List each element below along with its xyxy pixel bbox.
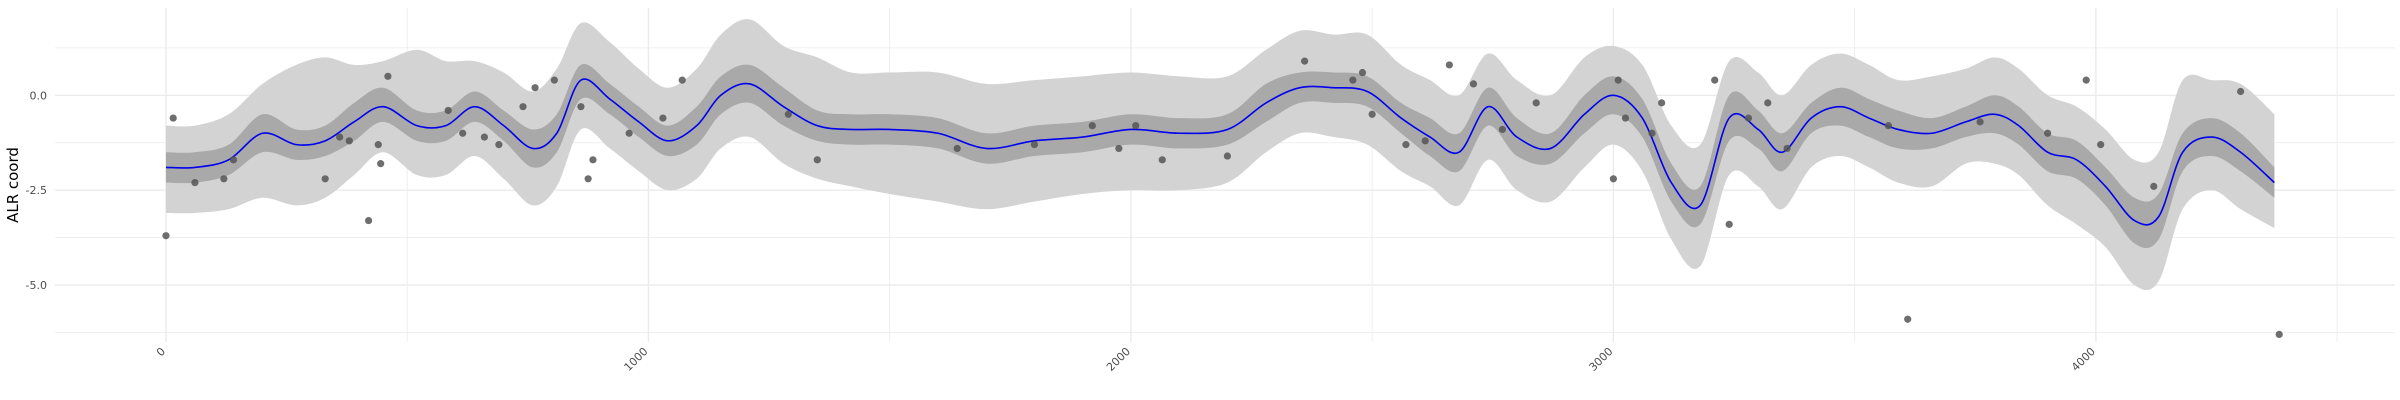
observed-points: [162, 57, 2283, 339]
data-point: [321, 175, 329, 183]
y-tick-label: -2.5: [26, 184, 47, 197]
data-point: [1904, 315, 1912, 323]
fit-line: [165, 78, 2275, 226]
data-point: [2097, 141, 2105, 149]
data-point: [1884, 122, 1893, 130]
data-point: [1744, 114, 1753, 122]
data-point: [1532, 99, 1540, 107]
data-point: [577, 103, 585, 111]
data-point: [1115, 144, 1123, 153]
data-point: [2150, 182, 2158, 190]
data-point: [2275, 330, 2283, 339]
data-point: [1764, 99, 1772, 107]
data-point: [1976, 118, 1984, 126]
data-point: [1358, 68, 1367, 77]
data-point: [1088, 122, 1096, 130]
data-point: [336, 133, 344, 141]
data-point: [813, 156, 821, 164]
data-point: [2082, 76, 2090, 84]
data-point: [1621, 114, 1630, 122]
data-point: [519, 103, 527, 111]
data-point: [1658, 99, 1666, 107]
y-axis-label: ALR coord: [4, 147, 22, 223]
data-point: [1301, 57, 1309, 65]
data-point: [550, 76, 558, 84]
data-point: [1368, 110, 1376, 118]
data-point: [1158, 156, 1166, 164]
data-point: [1648, 129, 1656, 137]
ribbon-inner: [165, 64, 2275, 249]
ribbon-outer: [165, 19, 2275, 291]
data-point: [1469, 80, 1478, 88]
ribbons: [165, 19, 2275, 291]
data-point: [191, 178, 199, 187]
data-point: [345, 137, 353, 145]
data-point: [659, 114, 667, 122]
data-point: [365, 216, 373, 225]
data-point: [1223, 152, 1232, 160]
data-point: [625, 129, 633, 137]
data-point: [589, 156, 597, 164]
data-point: [1783, 144, 1791, 153]
data-point: [1030, 141, 1039, 149]
data-point: [953, 144, 961, 153]
data-point: [377, 160, 385, 168]
data-point: [374, 141, 382, 149]
fitted-line: [165, 78, 2275, 226]
data-point: [495, 141, 503, 149]
data-point: [1498, 125, 1507, 134]
data-point: [584, 175, 592, 183]
data-point: [784, 110, 792, 118]
y-tick-label: -5.0: [26, 279, 47, 292]
data-point: [169, 114, 177, 122]
data-point: [1609, 175, 1617, 183]
data-point: [1614, 76, 1622, 84]
data-point: [220, 175, 228, 183]
data-point: [384, 72, 392, 80]
y-tick-label: 0.0: [30, 89, 48, 102]
data-point: [2237, 87, 2245, 96]
y-axis-ticks: 0.0 -2.5 -5.0: [26, 89, 47, 292]
data-point: [531, 84, 539, 92]
data-point: [1349, 76, 1357, 84]
data-point: [1421, 137, 1429, 145]
data-point: [480, 133, 489, 141]
data-point: [1445, 61, 1453, 69]
data-point: [1711, 76, 1719, 84]
data-point: [459, 129, 467, 137]
data-point: [444, 106, 452, 115]
data-point: [678, 76, 686, 84]
data-point: [2044, 129, 2052, 137]
data-point: [162, 232, 170, 240]
data-point: [1402, 141, 1410, 149]
data-point: [1132, 122, 1140, 130]
data-point: [1725, 220, 1733, 228]
data-point: [229, 156, 238, 164]
